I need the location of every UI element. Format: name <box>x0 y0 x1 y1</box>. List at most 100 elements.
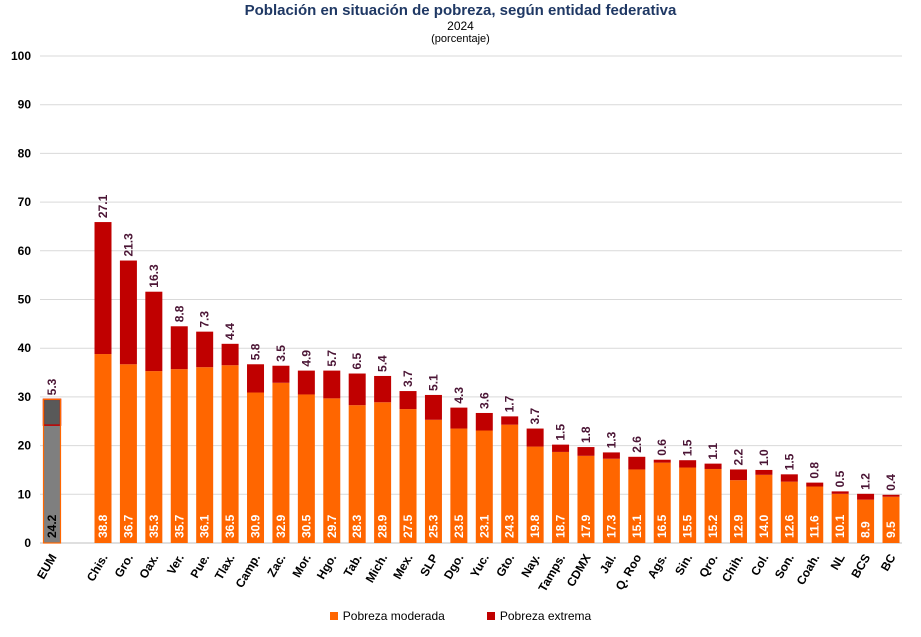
data-label-moderada: 24.2 <box>45 514 59 538</box>
y-tick-label: 0 <box>24 536 31 550</box>
x-tick-label: Gto. <box>493 552 517 580</box>
bar-outline-eum <box>42 398 62 544</box>
data-label-extrema: 2.6 <box>630 436 644 453</box>
bar-pobreza-extrema <box>704 463 722 469</box>
data-label-extrema: 6.5 <box>350 353 364 370</box>
data-label-moderada: 15.2 <box>706 514 720 538</box>
bar-pobreza-extrema <box>857 493 875 500</box>
data-label-extrema: 1.5 <box>554 424 568 441</box>
data-label-moderada: 38.8 <box>96 514 110 538</box>
data-label-extrema: 4.9 <box>299 350 313 367</box>
data-label-extrema: 5.4 <box>376 355 390 372</box>
x-tick-label: Chih. <box>719 552 746 585</box>
data-label-moderada: 12.9 <box>731 514 745 538</box>
legend-label-extrema: Pobreza extrema <box>499 609 592 623</box>
data-label-extrema: 1.7 <box>503 395 517 412</box>
data-label-moderada: 11.6 <box>808 515 822 538</box>
data-label-moderada: 16.5 <box>655 514 669 538</box>
bar-pobreza-extrema <box>475 412 493 431</box>
data-label-moderada: 10.1 <box>833 514 847 538</box>
bar-pobreza-extrema <box>882 494 900 497</box>
bar-pobreza-extrema <box>323 370 341 399</box>
x-tick-label: EUM <box>34 552 59 582</box>
data-label-extrema: 4.3 <box>452 387 466 404</box>
y-tick-label: 10 <box>18 487 32 501</box>
y-tick-label: 100 <box>11 49 31 63</box>
bar-pobreza-moderada <box>450 428 468 543</box>
x-tick-label: Hgo. <box>314 552 339 582</box>
data-label-extrema: 1.8 <box>579 426 593 443</box>
x-tick-label: Zac. <box>264 552 288 580</box>
bar-pobreza-moderada <box>424 419 442 543</box>
bar-pobreza-moderada <box>552 451 570 543</box>
x-tick-label: Tab. <box>341 552 365 580</box>
x-tick-label: Chis. <box>84 552 111 584</box>
x-tick-label: Yuc. <box>467 552 491 580</box>
bar-pobreza-moderada <box>704 468 722 543</box>
bar-pobreza-extrema <box>424 394 442 420</box>
y-axis: 0 10 20 30 40 50 60 70 80 90 100 <box>11 49 31 550</box>
bar-pobreza-extrema <box>42 398 62 426</box>
data-label-moderada: 17.9 <box>579 514 593 538</box>
x-tick-label: Tlax. <box>212 552 238 583</box>
bar-pobreza-extrema <box>653 459 671 463</box>
data-label-moderada: 36.1 <box>198 514 212 538</box>
x-tick-label: Pue. <box>187 552 212 581</box>
data-label-extrema: 5.8 <box>249 343 263 360</box>
x-tick-label: NL <box>828 552 848 573</box>
legend: Pobreza moderada Pobreza extrema <box>0 609 921 623</box>
data-label-extrema: 0.8 <box>808 462 822 479</box>
y-tick-label: 90 <box>18 98 32 112</box>
data-label-moderada: 8.9 <box>859 521 873 538</box>
data-label-extrema: 27.1 <box>96 194 110 218</box>
data-label-moderada: 25.3 <box>426 514 440 538</box>
bar-pobreza-extrema <box>145 291 163 372</box>
bar-pobreza-moderada <box>221 365 239 543</box>
bar-pobreza-moderada <box>374 402 392 543</box>
bar-pobreza-moderada <box>94 354 112 543</box>
legend-swatch-moderada <box>329 612 338 620</box>
x-tick-label: Son. <box>772 552 797 582</box>
x-tick-label: Dgo. <box>441 552 466 582</box>
data-label-extrema: 21.3 <box>121 233 135 257</box>
data-label-extrema: 7.3 <box>198 311 212 328</box>
bar-pobreza-extrema <box>450 407 468 429</box>
y-tick-label: 60 <box>18 244 32 258</box>
y-tick-label: 20 <box>18 439 32 453</box>
data-label-extrema: 5.1 <box>426 374 440 391</box>
bar-pobreza-moderada <box>628 469 646 543</box>
bar-pobreza-moderada <box>43 425 61 543</box>
y-tick-label: 50 <box>18 293 32 307</box>
data-label-moderada: 28.3 <box>350 514 364 538</box>
x-tick-label: SLP <box>417 552 441 579</box>
data-labels: 24.2 5.3 38.8 27.1 36.7 21.3 35.3 16.3 35.7 8.8 36… <box>45 194 898 538</box>
data-label-moderada: 30.9 <box>249 514 263 538</box>
x-tick-label: Col. <box>748 552 771 579</box>
x-tick-label: Ver. <box>164 552 187 577</box>
y-tick-label: 70 <box>18 195 32 209</box>
bar-pobreza-moderada <box>780 481 798 543</box>
legend-swatch-extrema <box>486 612 495 620</box>
bar-pobreza-moderada <box>501 424 519 543</box>
data-label-moderada: 28.9 <box>376 514 390 538</box>
data-label-extrema: 16.3 <box>147 264 161 288</box>
data-label-moderada: 27.5 <box>401 514 415 538</box>
bar-pobreza-moderada <box>602 458 620 543</box>
bar-pobreza-moderada <box>577 455 595 543</box>
bar-pobreza-moderada <box>729 480 747 543</box>
data-label-extrema: 1.5 <box>782 453 796 470</box>
data-label-extrema: 0.6 <box>655 439 669 456</box>
bar-pobreza-moderada <box>399 409 417 543</box>
bar-pobreza-moderada <box>323 398 341 543</box>
x-tick-label: CDMX <box>564 552 594 590</box>
y-tick-label: 40 <box>18 341 32 355</box>
bar-pobreza-moderada <box>831 493 849 543</box>
chart-title: Población en situación de pobreza, según… <box>244 2 677 19</box>
data-label-moderada: 9.5 <box>884 521 898 538</box>
chart-titles: Población en situación de pobreza, según… <box>0 0 921 46</box>
bar-pobreza-moderada <box>297 394 315 543</box>
bar-pobreza-moderada <box>348 405 366 543</box>
bar-pobreza-extrema <box>526 428 544 447</box>
data-label-extrema: 5.3 <box>45 378 59 395</box>
